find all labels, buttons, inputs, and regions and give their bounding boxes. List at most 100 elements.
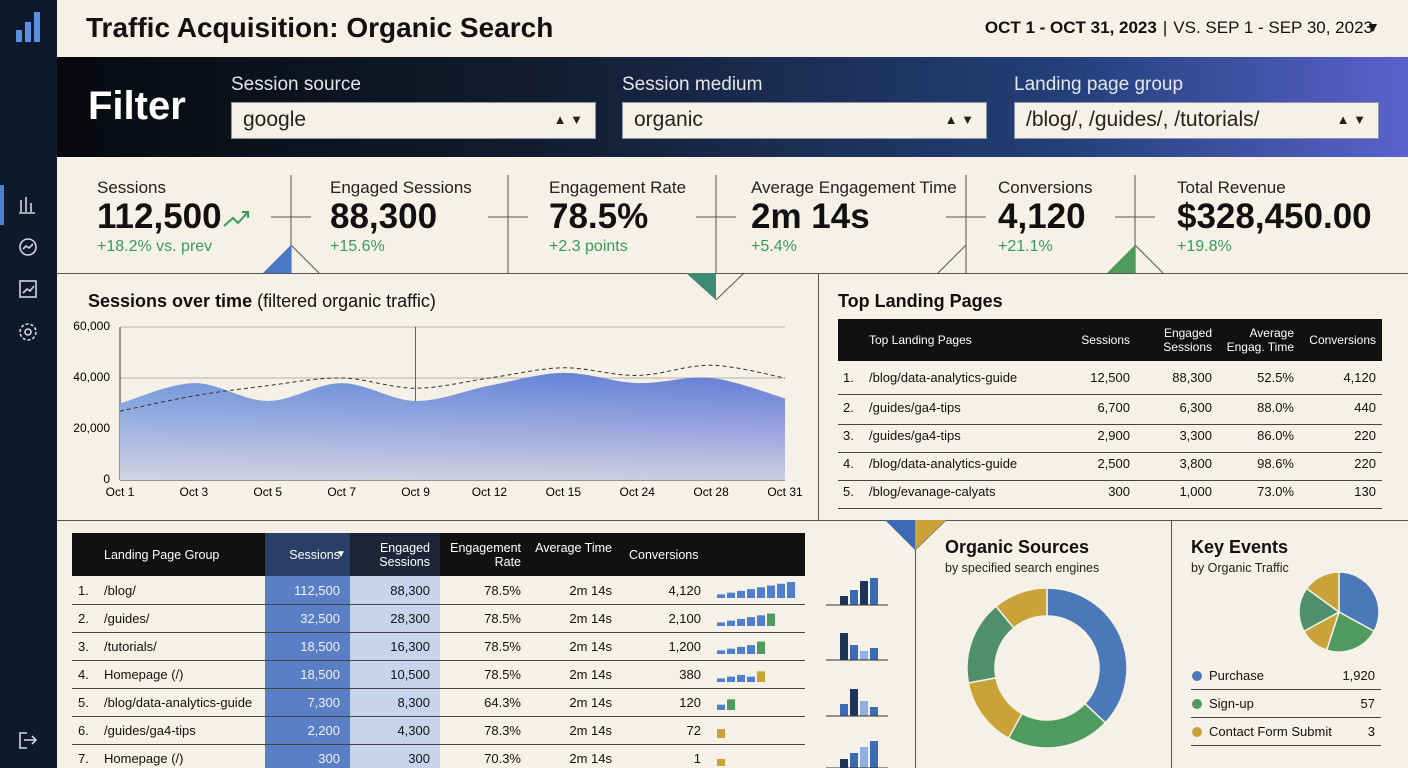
table-cell: 130 <box>1354 484 1376 499</box>
legend-swatch <box>1192 727 1202 737</box>
table-cell: 4. <box>78 667 89 682</box>
filter-select[interactable]: /blog/, /guides/, /tutorials/ ▲ ▼ <box>1014 102 1379 139</box>
mini-bar <box>840 596 848 605</box>
table-cell: 2m 14s <box>569 723 612 738</box>
table-cell: 2,900 <box>1097 428 1130 443</box>
separator: | <box>1162 18 1168 37</box>
logo <box>16 12 40 42</box>
header-bg <box>350 533 440 576</box>
kpi-value: $328,450.00 <box>1177 197 1372 236</box>
date-range: OCT 1 - OCT 31, 2023 | VS. SEP 1 - SEP 30,… <box>985 18 1373 38</box>
panel-divider <box>915 520 916 768</box>
table-cell: 64.3% <box>484 695 521 710</box>
table-cell: /blog/ <box>104 583 136 598</box>
table-cell: 120 <box>679 695 701 710</box>
kpi-label: Sessions <box>97 178 166 197</box>
table-cell: 73.0% <box>1257 484 1294 499</box>
kpi-change: +21.1% <box>998 238 1053 255</box>
filter-title: Filter <box>88 84 186 128</box>
column-header: Average Time <box>535 541 612 555</box>
nav-advertising-icon[interactable] <box>19 280 37 298</box>
table-cell: 2,200 <box>307 723 340 738</box>
table-cell: 1. <box>78 583 89 598</box>
table-cell: 2m 14s <box>569 611 612 626</box>
panel-divider <box>1171 520 1172 768</box>
table-cell: 6,700 <box>1097 400 1130 415</box>
table-cell: 3. <box>78 639 89 654</box>
table-cell: 12,500 <box>1090 370 1130 385</box>
table-cell: 7. <box>78 751 89 766</box>
row-rule <box>72 604 805 605</box>
column-header: Engaged Sessions <box>379 541 430 569</box>
legend-label: Sign-up <box>1209 696 1254 711</box>
table-cell: 78.5% <box>484 611 521 626</box>
table-cell: /blog/data-analytics-guide <box>869 456 1018 471</box>
table-cell: /guides/ga4-tips <box>869 400 961 415</box>
kpi-change: +15.6% <box>330 238 385 255</box>
sparkbar <box>727 648 735 654</box>
table-cell: 1 <box>693 751 701 766</box>
dropdown-arrow: ▲ ▼ <box>553 112 583 127</box>
pie-slice <box>1305 571 1340 614</box>
table-cell: 2. <box>843 400 854 415</box>
column-header: Sessions <box>1081 333 1130 347</box>
table-cell: 6,300 <box>1179 400 1212 415</box>
nav-settings-icon[interactable] <box>19 323 37 341</box>
legend-label: Purchase <box>1209 668 1264 683</box>
row-rule <box>838 508 1382 509</box>
filter-label: Session source <box>231 74 361 95</box>
sparkbar <box>747 589 755 598</box>
sort-indicator[interactable]: ▼ <box>336 549 346 560</box>
x-tick-label: Oct 7 <box>327 485 356 499</box>
donut-segment <box>1007 702 1107 749</box>
kpi-dividers <box>271 175 1164 551</box>
kpi-value: 4,120 <box>998 197 1086 236</box>
column-header: Top Landing Pages <box>869 333 972 347</box>
table-cell: 78.5% <box>484 667 521 682</box>
table-cell: /guides/ <box>104 611 150 626</box>
table-cell: 220 <box>1354 428 1376 443</box>
accent <box>885 520 915 550</box>
table-cell: Homepage (/) <box>104 751 184 766</box>
mini-bar <box>840 759 848 768</box>
mini-bar <box>850 590 858 605</box>
legend-value: 1,920 <box>1342 668 1375 683</box>
mini-bar <box>850 645 858 660</box>
table-cell: 2. <box>78 611 89 626</box>
nav-reports-icon[interactable] <box>19 197 35 214</box>
column-header: Conversions <box>1309 333 1376 347</box>
x-tick-label: Oct 5 <box>253 485 282 499</box>
mini-bar <box>870 578 878 605</box>
sparkbar <box>787 582 795 598</box>
table-cell: 78.5% <box>484 639 521 654</box>
date-range-compare: VS. SEP 1 - SEP 30, 2023 <box>1173 18 1373 37</box>
panel-title: Top Landing Pages <box>838 291 1003 311</box>
filter-select[interactable]: google ▲ ▼ <box>231 102 596 139</box>
sparkbar <box>717 704 725 710</box>
table-cell: 70.3% <box>484 751 521 766</box>
table-cell: 2,100 <box>668 611 701 626</box>
table-cell: 300 <box>1108 484 1130 499</box>
sparkbar <box>757 671 765 682</box>
table-cell: 5. <box>843 484 854 499</box>
nav-explore-icon[interactable] <box>19 238 37 256</box>
kpi-change: +18.2% vs. prev <box>97 238 213 255</box>
table-cell: /guides/ga4-tips <box>104 723 196 738</box>
filter-select[interactable]: organic ▲ ▼ <box>622 102 987 139</box>
column-header: Landing Page Group <box>104 548 220 562</box>
filter-value: /blog/, /guides/, /tutorials/ <box>1026 108 1260 131</box>
table-cell: 300 <box>408 751 430 766</box>
nav-logout-icon[interactable] <box>19 732 38 749</box>
sparkbar <box>737 618 745 626</box>
x-tick-label: Oct 15 <box>546 485 582 499</box>
table-cell: 16,300 <box>390 639 430 654</box>
sparkbar <box>727 592 735 598</box>
filter-value: organic <box>634 108 703 131</box>
table-cell: 28,300 <box>390 611 430 626</box>
accent <box>263 245 291 273</box>
mini-bar <box>840 633 848 660</box>
table-cell: /tutorials/ <box>104 639 157 654</box>
mini-bar <box>870 741 878 768</box>
date-dropdown[interactable]: ▼ <box>1366 19 1380 35</box>
